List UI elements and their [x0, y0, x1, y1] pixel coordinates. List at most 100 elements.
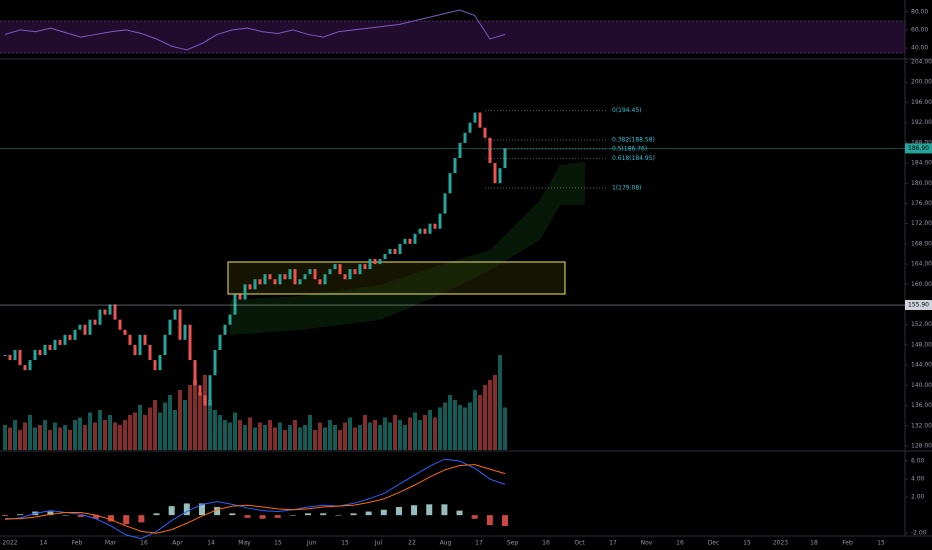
candle — [123, 329, 127, 335]
volume-bar — [38, 425, 42, 450]
x-tick-label: 16 — [676, 540, 684, 547]
volume-bar — [183, 400, 187, 450]
macd-histogram — [108, 515, 115, 522]
volume-bar — [268, 420, 272, 450]
volume-bar — [138, 405, 142, 450]
macd-histogram — [229, 513, 236, 516]
volume-bar — [323, 427, 327, 450]
y-tick-label: 172.00 — [911, 220, 932, 227]
volume-bar — [458, 405, 462, 450]
candle — [438, 213, 442, 229]
candle — [328, 269, 332, 275]
candle — [238, 294, 242, 300]
candle — [198, 385, 202, 396]
y-tick-label: 184.00 — [911, 160, 932, 167]
volume-bar — [318, 422, 322, 450]
volume-bar — [58, 427, 62, 450]
volume-bar — [238, 420, 242, 450]
candle — [38, 349, 42, 356]
y-tick-label: 200.00 — [911, 79, 932, 86]
y-tick-label: 136.00 — [911, 402, 932, 409]
volume-bar — [213, 410, 217, 450]
volume-bar — [298, 427, 302, 450]
price-tag — [905, 300, 932, 311]
macd-histogram — [47, 511, 54, 516]
candle — [223, 324, 227, 335]
candle — [288, 269, 292, 280]
macd-histogram — [395, 507, 402, 516]
candle — [163, 334, 167, 356]
x-tick-label: 2022 — [2, 540, 17, 547]
volume-bar — [88, 412, 92, 450]
volume-bar — [33, 427, 37, 450]
volume-bar — [173, 410, 177, 450]
x-tick-label: Dec — [708, 540, 720, 547]
candle — [463, 132, 467, 143]
candle — [348, 269, 352, 280]
candle — [448, 173, 452, 194]
macd-histogram — [198, 503, 205, 516]
candle — [263, 274, 267, 285]
candle — [33, 349, 37, 361]
x-tick-label: 15 — [341, 540, 349, 547]
volume-bar — [63, 425, 67, 450]
candle — [428, 223, 432, 234]
volume-bar — [258, 422, 262, 450]
candle — [478, 112, 482, 128]
macd-histogram — [350, 513, 357, 516]
volume-bar — [353, 427, 357, 450]
volume-bar — [308, 415, 312, 450]
x-tick-label: 16 — [542, 540, 550, 547]
candle — [13, 349, 17, 361]
candle — [468, 122, 472, 133]
candle — [398, 243, 402, 254]
rsi-tick-label: 80.00 — [911, 8, 928, 15]
volume-bar — [178, 390, 182, 450]
candle — [193, 360, 197, 386]
volume-bar — [223, 420, 227, 450]
volume-bar — [68, 430, 72, 450]
y-tick-label: 204.00 — [911, 59, 932, 66]
x-tick-label: 14 — [40, 540, 48, 547]
candle — [308, 269, 312, 275]
volume-bar — [388, 422, 392, 450]
macd-line — [4, 458, 506, 540]
candle — [493, 163, 497, 184]
x-tick-label: Aug — [440, 540, 452, 547]
macd-histogram — [335, 515, 342, 516]
macd-histogram — [77, 515, 84, 517]
candle — [368, 259, 372, 270]
candle — [488, 137, 492, 164]
fib-label: 0.5(186.76) — [612, 146, 647, 153]
volume-bar — [473, 390, 477, 450]
volume-bar — [163, 402, 167, 450]
candle — [218, 334, 222, 350]
candle — [313, 269, 317, 280]
volume-bar — [273, 427, 277, 450]
macd-histogram — [2, 515, 8, 517]
volume-bar — [158, 412, 162, 450]
volume-bar — [383, 417, 387, 450]
volume-bar — [348, 417, 352, 450]
volume-bar — [363, 415, 367, 450]
volume-bar — [48, 430, 52, 450]
rsi-line — [4, 9, 506, 51]
volume-bar — [328, 420, 332, 450]
candle — [88, 319, 92, 335]
rsi-tick-label: 40.00 — [911, 45, 928, 52]
volume-bar — [263, 425, 267, 450]
volume-bar — [113, 422, 117, 450]
volume-bar — [408, 417, 412, 450]
volume-bar — [98, 410, 102, 450]
volume-bar — [103, 420, 107, 450]
rsi-tick-label: 60.00 — [911, 26, 928, 33]
volume-bar — [133, 412, 137, 450]
y-tick-label: 168.00 — [911, 240, 932, 247]
volume-bar — [243, 425, 247, 450]
x-tick-label: Jun — [306, 540, 317, 547]
volume-bar — [198, 392, 202, 450]
candle — [43, 344, 47, 356]
candle — [323, 274, 327, 285]
y-tick-label: 188.00 — [911, 139, 932, 146]
candle — [373, 259, 377, 265]
